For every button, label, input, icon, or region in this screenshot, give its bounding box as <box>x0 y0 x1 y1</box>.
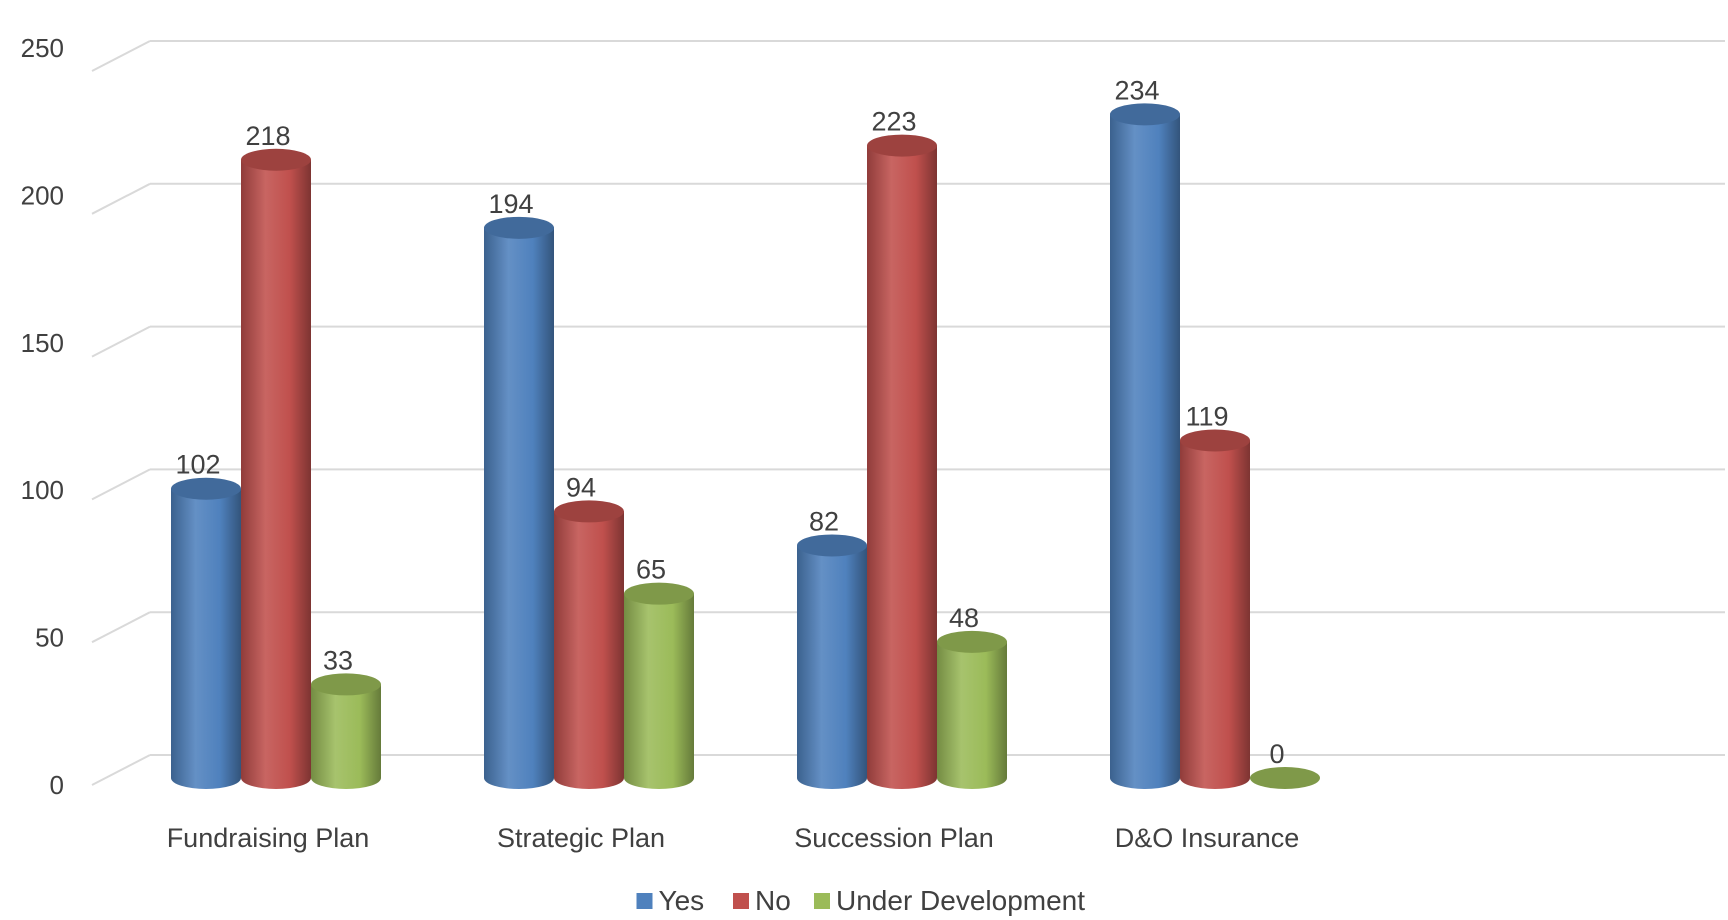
bar-body <box>1110 114 1180 789</box>
legend-label: Yes <box>659 885 705 916</box>
bar-yes-strategic-plan <box>484 216 554 789</box>
bar-body <box>241 159 311 790</box>
gridline-diagonal <box>91 611 151 644</box>
bar-top <box>1110 103 1180 126</box>
gridline-diagonal <box>91 754 151 786</box>
x-axis-categories: Fundraising Plan Strategic Plan Succession… <box>167 823 1300 853</box>
gridlines <box>91 40 1725 786</box>
bars <box>171 103 1320 790</box>
bar-no-fundraising-plan <box>241 148 311 790</box>
data-label: 218 <box>245 121 290 151</box>
bar-top <box>1250 767 1320 789</box>
y-tick-label: 150 <box>21 328 64 358</box>
gridline-diagonal <box>91 325 151 358</box>
bar-under-development-fundraising-plan <box>311 673 381 789</box>
bar-body <box>867 145 937 790</box>
bar-body <box>797 545 867 789</box>
legend-label: Under Development <box>836 885 1085 916</box>
data-label: 33 <box>323 645 353 675</box>
bar-body <box>624 593 694 789</box>
data-label: 0 <box>1269 739 1284 769</box>
bar-top <box>797 534 867 557</box>
y-tick-label: 100 <box>21 475 64 505</box>
y-axis-ticks: 0 50 100 150 200 250 <box>21 33 64 800</box>
legend-swatch <box>814 893 830 909</box>
y-tick-label: 200 <box>21 180 64 210</box>
bar-body <box>937 641 1007 789</box>
legend-swatch <box>636 893 653 909</box>
bar-top <box>937 630 1007 653</box>
data-label: 94 <box>566 472 596 502</box>
legend-item-no: No <box>733 885 791 916</box>
gridline-diagonal <box>91 40 151 72</box>
data-labels: 102 218 33 194 94 65 82 223 48 234 119 0 <box>175 75 1284 769</box>
data-label: 82 <box>809 506 839 536</box>
data-label: 234 <box>1114 75 1159 105</box>
data-label: 102 <box>175 450 220 480</box>
legend: Yes No Under Development <box>636 885 1085 916</box>
bar-yes-succession-plan <box>797 534 867 789</box>
bar-body <box>1180 440 1250 789</box>
bar-top <box>554 500 624 523</box>
gridline-diagonal <box>91 468 151 501</box>
bar-body <box>484 227 554 789</box>
legend-label: No <box>755 885 791 916</box>
bar-top <box>867 134 937 157</box>
data-label: 65 <box>636 555 666 585</box>
bar-body <box>311 684 381 789</box>
gridline-diagonal <box>91 182 151 215</box>
bar-under-development-dando-insurance <box>1250 767 1320 789</box>
y-tick-label: 0 <box>50 770 64 800</box>
bar-top <box>624 582 694 605</box>
category-label: Strategic Plan <box>497 823 665 853</box>
legend-item-under-development: Under Development <box>814 885 1085 916</box>
bar-under-development-strategic-plan <box>624 582 694 789</box>
data-label: 223 <box>871 107 916 137</box>
data-label: 48 <box>949 603 979 633</box>
bar-top <box>311 673 381 696</box>
bar-no-dando-insurance <box>1180 429 1250 789</box>
category-label: Succession Plan <box>794 823 994 853</box>
legend-swatch <box>733 893 749 909</box>
bar-no-succession-plan <box>867 134 937 790</box>
bar-body <box>554 511 624 789</box>
legend-item-yes: Yes <box>636 885 705 916</box>
category-label: Fundraising Plan <box>167 823 370 853</box>
bar-top <box>171 477 241 500</box>
bar-top <box>1180 429 1250 452</box>
bar-body <box>171 488 241 789</box>
category-label: D&O Insurance <box>1115 823 1300 853</box>
data-label: 194 <box>488 189 533 219</box>
bar-top <box>241 148 311 171</box>
data-label: 119 <box>1185 402 1228 432</box>
bar-no-strategic-plan <box>554 500 624 789</box>
bar-top <box>484 216 554 239</box>
y-tick-label: 50 <box>35 623 64 653</box>
bar-yes-fundraising-plan <box>171 477 241 789</box>
bar-yes-dando-insurance <box>1110 103 1180 789</box>
bar-under-development-succession-plan <box>937 630 1007 789</box>
y-tick-label: 250 <box>21 33 64 63</box>
